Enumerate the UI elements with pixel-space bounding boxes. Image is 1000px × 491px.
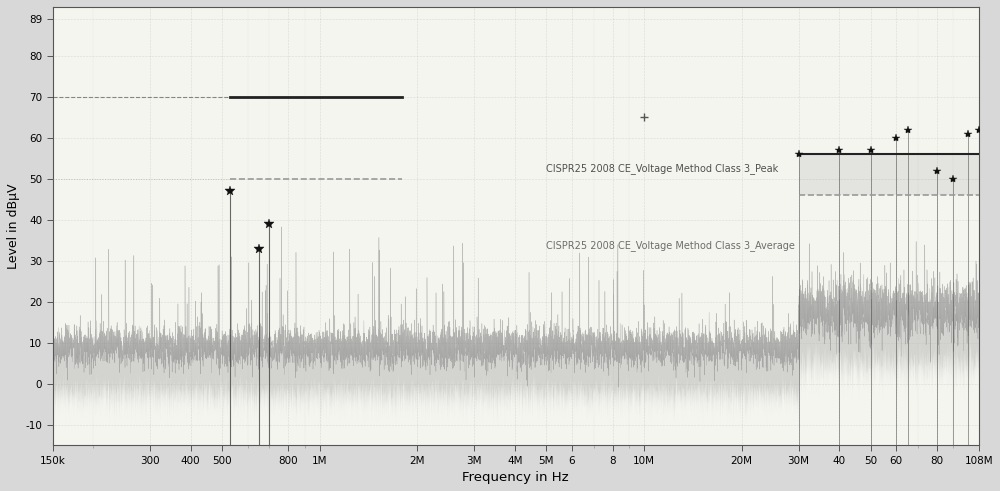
- Y-axis label: Level in dBμV: Level in dBμV: [7, 183, 20, 269]
- Text: CISPR25 2008 CE_Voltage Method Class 3_Average: CISPR25 2008 CE_Voltage Method Class 3_A…: [546, 241, 795, 251]
- Text: CISPR25 2008 CE_Voltage Method Class 3_Peak: CISPR25 2008 CE_Voltage Method Class 3_P…: [546, 163, 779, 174]
- X-axis label: Frequency in Hz: Frequency in Hz: [462, 471, 569, 484]
